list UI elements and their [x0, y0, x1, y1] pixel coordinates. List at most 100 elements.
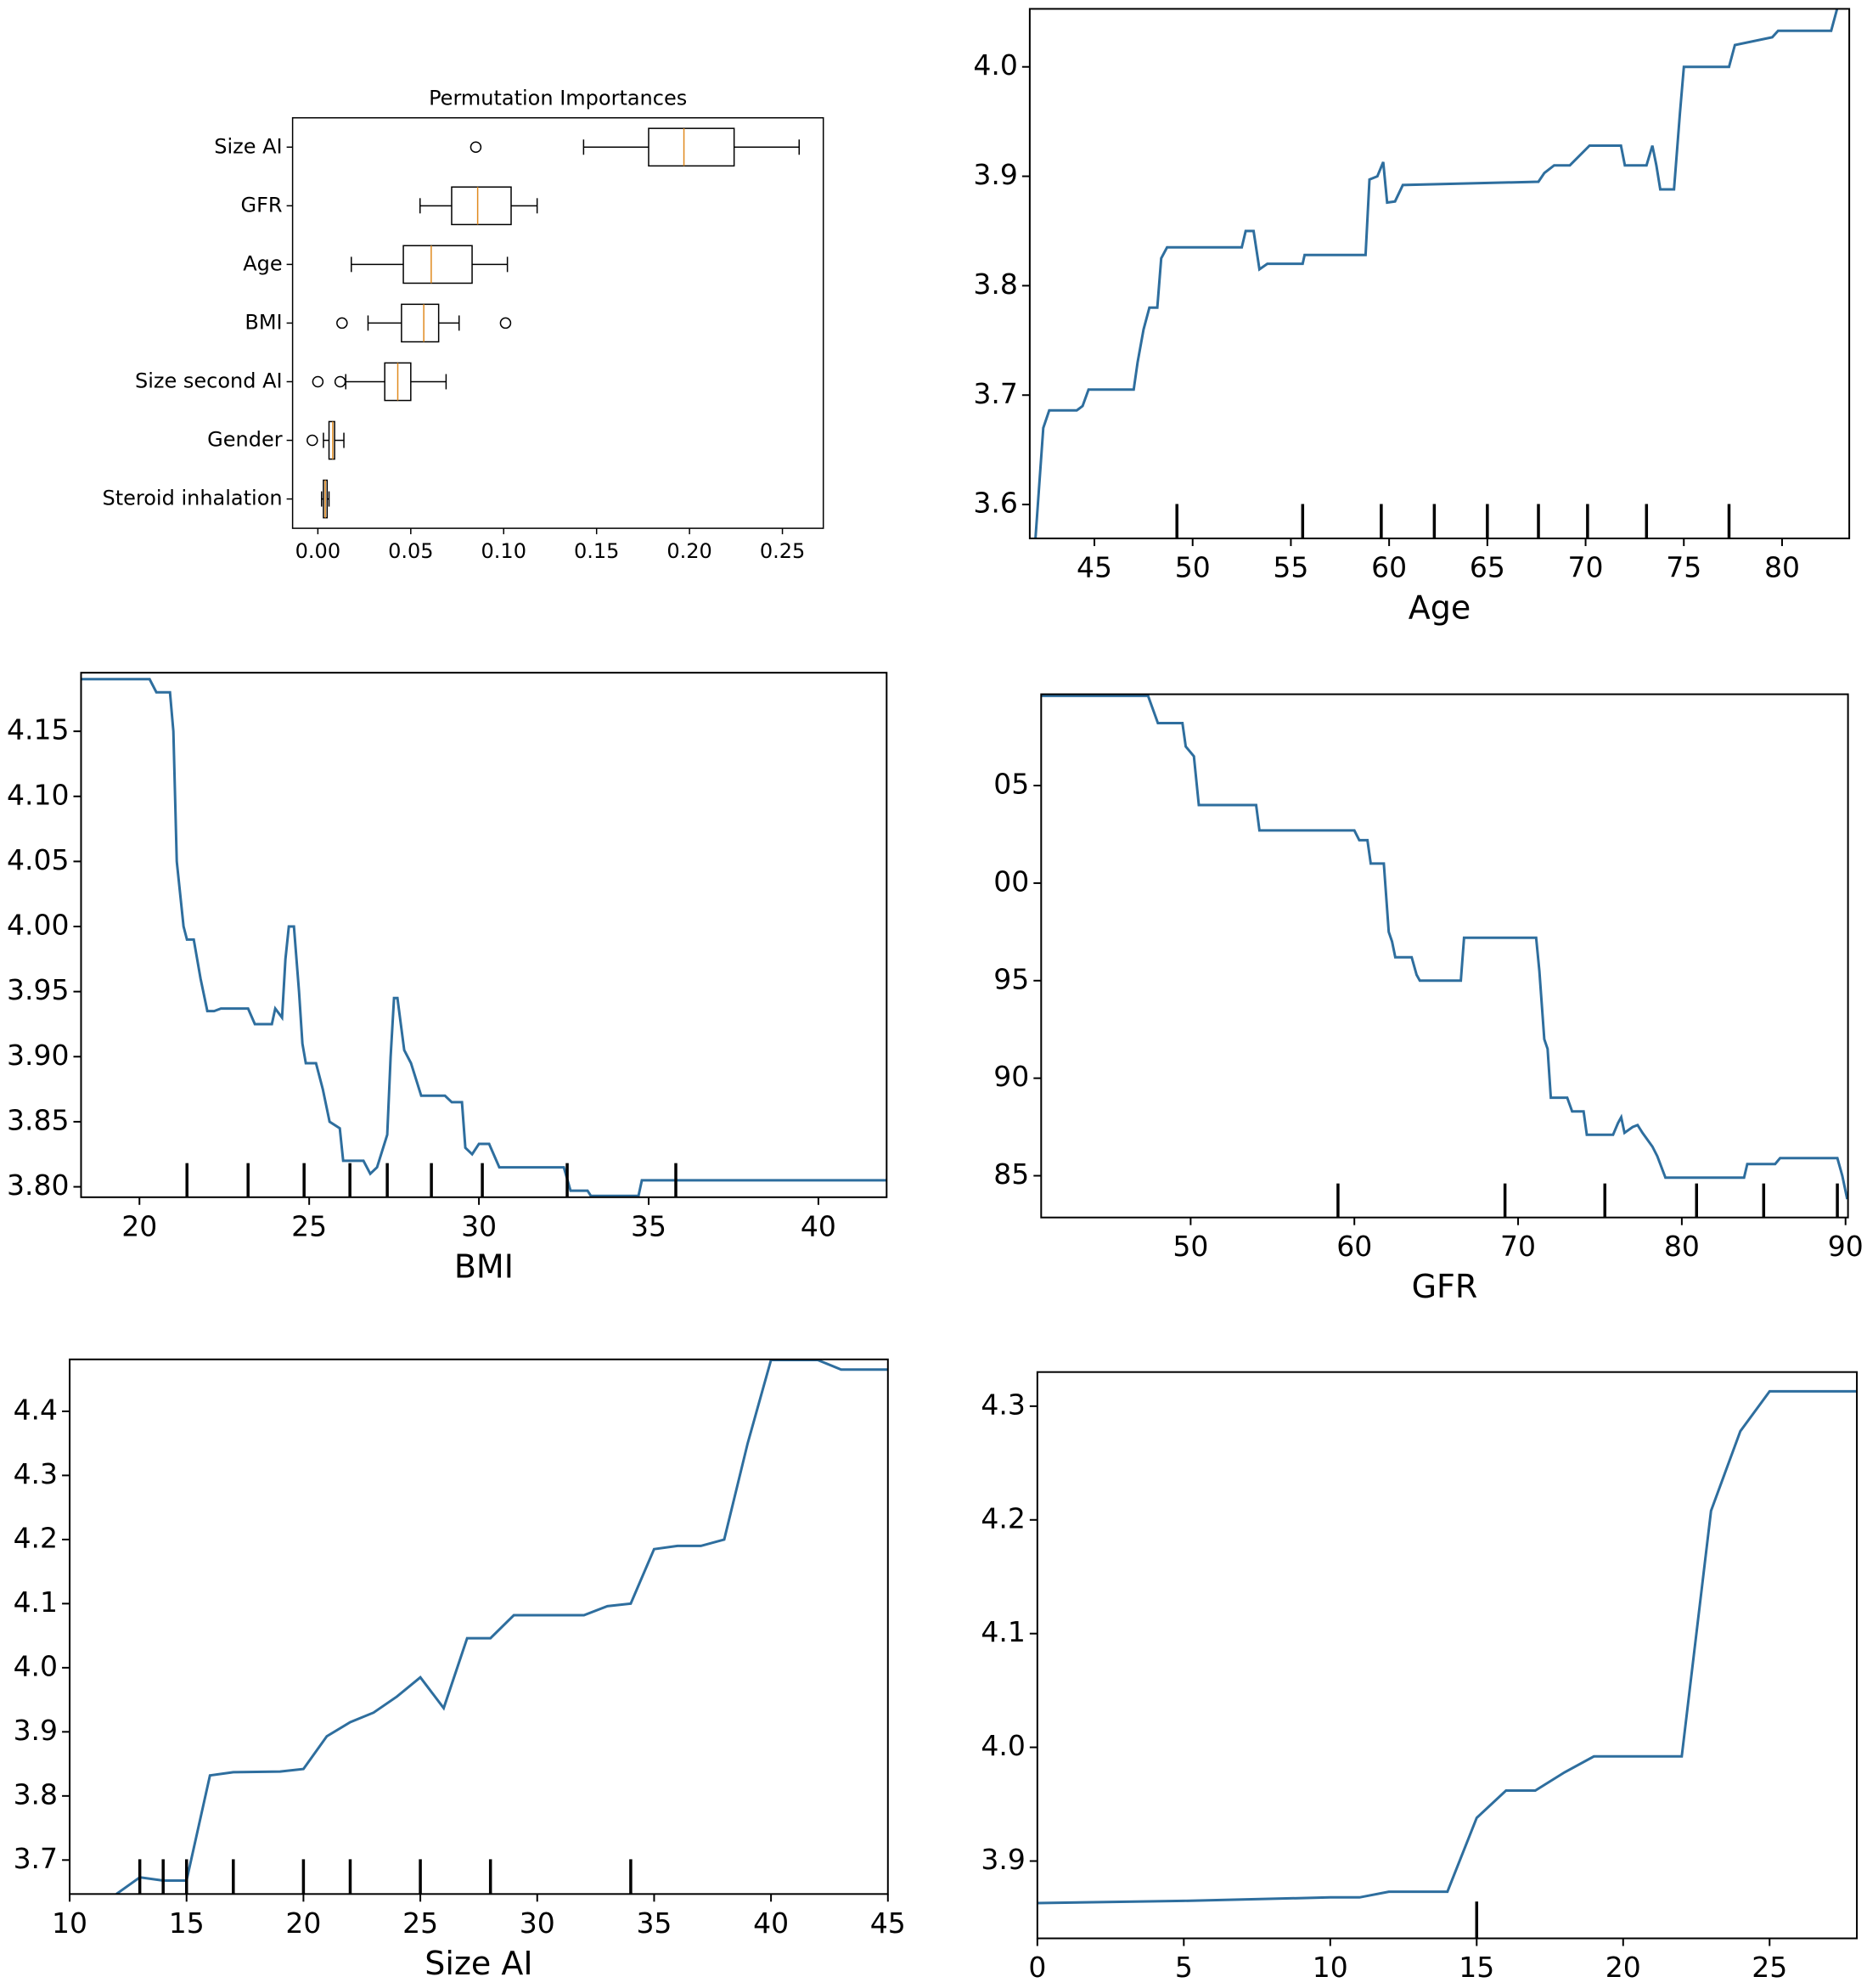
y-tick-label: Size second AI: [135, 369, 283, 392]
outlier: [306, 434, 318, 447]
y-tick-label: 4.4: [14, 1393, 58, 1426]
x-tick-label: 40: [801, 1209, 836, 1242]
x-tick-label: 20: [121, 1209, 157, 1242]
y-tick-label: 00: [993, 864, 1029, 898]
y-tick-label: 3.9: [981, 1843, 1025, 1876]
line-panel: 20 25 30 35 40 3.80 3.85 3.90 3.95 4.00 4.05 4.10 4.…: [7, 672, 888, 1285]
y-tick-label: 4.2: [981, 1501, 1025, 1535]
pd-line: [82, 678, 886, 1197]
x-tick-label: 70: [1500, 1230, 1536, 1263]
y-tick-label: 4.0: [981, 1729, 1025, 1762]
box: [401, 303, 440, 343]
box: [648, 127, 735, 167]
y-tick-label: 4.10: [7, 778, 69, 811]
line-panel: 50 60 70 80 90 85 90 95 00 05 GFR: [993, 693, 1864, 1305]
x-tick-label: 50: [1172, 1230, 1208, 1263]
y-tick-label: BMI: [245, 310, 282, 334]
y-tick-label: Age: [243, 251, 282, 275]
y-tick-label: 3.8: [973, 268, 1017, 301]
box: [451, 186, 512, 226]
y-tick-label: 3.9: [973, 158, 1017, 191]
x-tick-label: 0: [1028, 1951, 1046, 1984]
x-tick-label: 25: [1752, 1951, 1787, 1984]
box-panel: Permutation Importances 0.00 0.05 0.10 0.15 0…: [103, 87, 824, 563]
chart-title: Permutation Importances: [429, 87, 687, 110]
y-tick-label: 90: [993, 1060, 1029, 1093]
y-tick-label: 3.7: [14, 1842, 58, 1875]
x-tick-label: 60: [1371, 551, 1407, 584]
x-tick-label: 20: [285, 1906, 321, 1940]
pd-line: [1037, 1389, 1858, 1905]
x-tick-label: 65: [1470, 551, 1505, 584]
box: [402, 245, 473, 284]
x-tick-label: 0.00: [295, 539, 340, 563]
pd-line: [1041, 694, 1848, 1200]
x-axis-label: Age: [1409, 589, 1471, 627]
x-tick-label: 75: [1666, 551, 1701, 584]
y-tick-label: 3.80: [7, 1169, 69, 1202]
plot-frame: [69, 1358, 889, 1895]
pd-line: [1034, 8, 1839, 539]
plot-frame: [1028, 8, 1851, 540]
y-tick-label: 4.0: [14, 1649, 58, 1682]
x-tick-label: 45: [1077, 551, 1112, 584]
y-tick-label: 3.6: [973, 487, 1017, 520]
y-tick-label: 4.00: [7, 909, 69, 942]
x-tick-label: 25: [402, 1906, 438, 1940]
x-tick-label: 15: [1459, 1951, 1494, 1984]
outlier: [312, 375, 324, 388]
x-tick-label: 80: [1764, 551, 1800, 584]
y-tick-label: 4.1: [981, 1615, 1025, 1648]
x-tick-label: 40: [753, 1906, 789, 1940]
y-tick-label: 4.05: [7, 843, 69, 876]
plot-frame: [80, 672, 888, 1198]
x-tick-label: 10: [1313, 1951, 1348, 1984]
line-panel: 10 15 20 25 30 35 40 45 3.7 3.8 3.9 4.0 4.1 4.2 4.3 4.4…: [14, 1358, 906, 1982]
x-tick-label: 0.15: [574, 539, 619, 563]
x-tick-label: 30: [461, 1209, 497, 1242]
y-tick-label: 3.9: [14, 1714, 58, 1747]
x-axis-label: GFR: [1412, 1268, 1478, 1305]
y-tick-label: 4.2: [14, 1521, 58, 1554]
y-tick-label: 05: [993, 768, 1029, 801]
x-tick-label: 90: [1828, 1230, 1864, 1263]
pd-line: [115, 1359, 888, 1895]
x-tick-label: 80: [1664, 1230, 1700, 1263]
x-tick-label: 45: [870, 1906, 906, 1940]
y-tick-label: 4.3: [14, 1457, 58, 1490]
x-axis-label: BMI: [454, 1247, 514, 1285]
x-tick-label: 35: [636, 1906, 672, 1940]
y-tick-label: 4.3: [981, 1388, 1025, 1421]
x-tick-label: 50: [1175, 551, 1211, 584]
outlier: [334, 375, 346, 388]
y-tick-label: 4.15: [7, 713, 69, 746]
y-tick-label: Steroid inhalation: [103, 487, 283, 510]
y-tick-label: 3.85: [7, 1103, 69, 1136]
x-tick-label: 25: [291, 1209, 327, 1242]
line-panel: 45 50 55 60 65 70 75 80 3.6 3.7 3.8 3.9 4.0 Age: [973, 8, 1851, 627]
x-tick-label: 0.20: [666, 539, 711, 563]
y-tick-label: 85: [993, 1157, 1029, 1191]
outlier: [499, 317, 512, 329]
x-tick-label: 10: [52, 1906, 87, 1940]
y-tick-label: Gender: [207, 428, 283, 452]
outlier: [470, 141, 482, 154]
outlier: [336, 317, 348, 329]
x-tick-label: 20: [1606, 1951, 1641, 1984]
x-tick-label: 35: [631, 1209, 666, 1242]
x-tick-label: 15: [169, 1906, 205, 1940]
x-tick-label: 0.10: [481, 539, 526, 563]
y-tick-label: Size AI: [214, 134, 282, 158]
x-tick-label: 60: [1336, 1230, 1372, 1263]
x-tick-label: 0.05: [388, 539, 433, 563]
y-tick-label: 3.7: [973, 377, 1017, 410]
y-tick-label: 3.8: [14, 1777, 58, 1811]
x-tick-label: 55: [1273, 551, 1308, 584]
y-tick-label: 4.0: [973, 48, 1017, 82]
x-tick-label: 5: [1175, 1951, 1193, 1984]
x-tick-label: 30: [520, 1906, 555, 1940]
plot-frame: [1036, 1371, 1859, 1940]
y-tick-label: 3.95: [7, 973, 69, 1006]
